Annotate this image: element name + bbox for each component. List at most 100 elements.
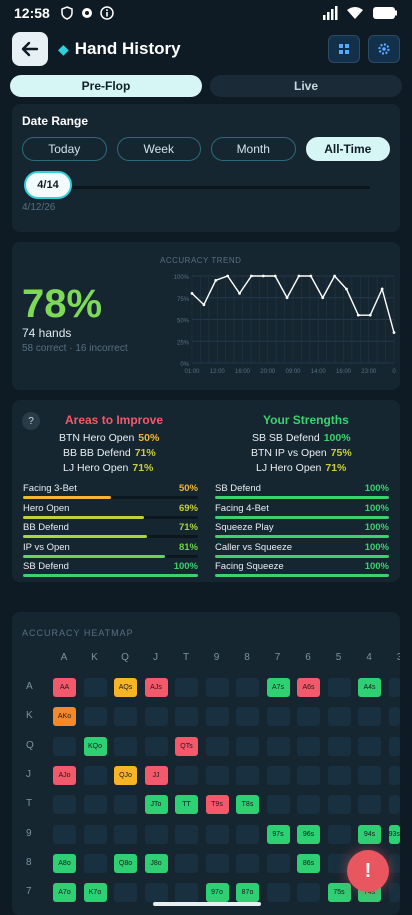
heatmap-cell-empty[interactable] [205, 765, 229, 785]
heatmap-cell-empty[interactable] [83, 707, 107, 727]
heatmap-cell-empty[interactable] [205, 824, 229, 844]
heatmap-cell-empty[interactable] [236, 678, 259, 697]
heatmap-cell-empty[interactable] [236, 707, 259, 727]
heatmap-cell-empty[interactable] [236, 765, 259, 785]
heatmap-cell-empty[interactable] [266, 707, 290, 727]
heatmap-cell-empty[interactable] [297, 707, 320, 727]
heatmap-cell-empty[interactable] [266, 883, 290, 903]
heatmap-cell-empty[interactable] [205, 736, 229, 756]
date-slider-thumb[interactable]: 4/14 [24, 171, 72, 199]
heatmap-cell-empty[interactable] [144, 736, 168, 756]
heatmap-cell[interactable]: JJ [144, 765, 168, 785]
heatmap-cell-empty[interactable] [297, 765, 320, 785]
heatmap-cell[interactable]: TT [175, 795, 198, 815]
heatmap-cell[interactable]: 97o [205, 883, 229, 903]
heatmap-cell-empty[interactable] [327, 678, 351, 697]
heatmap-cell[interactable]: KQo [83, 736, 107, 756]
heatmap-cell-empty[interactable] [297, 883, 320, 903]
heatmap-cell[interactable]: QTs [175, 736, 198, 756]
heatmap-cell-empty[interactable] [327, 853, 351, 873]
heatmap-cell-empty[interactable] [297, 736, 320, 756]
heatmap-cell-empty[interactable] [175, 824, 198, 844]
heatmap-cell[interactable]: T9s [205, 795, 229, 815]
heatmap-cell[interactable]: A7s [266, 678, 290, 697]
heatmap-cell-empty[interactable] [205, 707, 229, 727]
heatmap-cell-empty[interactable] [266, 765, 290, 785]
heatmap-cell-empty[interactable] [144, 883, 168, 903]
heatmap-cell-empty[interactable] [205, 853, 229, 873]
heatmap-cell[interactable]: 86s [297, 853, 320, 873]
heatmap-cell-empty[interactable] [83, 678, 107, 697]
heatmap-cell-empty[interactable] [236, 853, 259, 873]
back-button[interactable] [12, 32, 48, 66]
heatmap-cell-empty[interactable] [388, 736, 400, 756]
heatmap-cell-empty[interactable] [205, 678, 229, 697]
heatmap-cell-empty[interactable] [83, 765, 107, 785]
heatmap-cell-empty[interactable] [266, 853, 290, 873]
heatmap-cell-empty[interactable] [388, 883, 400, 903]
heatmap-cell-empty[interactable] [358, 765, 381, 785]
heatmap-cell-empty[interactable] [175, 707, 198, 727]
range-today-button[interactable]: Today [22, 137, 107, 161]
heatmap-cell-empty[interactable] [53, 795, 76, 815]
heatmap-cell[interactable]: K7o [83, 883, 107, 903]
heatmap-cell[interactable]: AKo [53, 707, 76, 727]
heatmap-cell[interactable]: 97s [266, 824, 290, 844]
heatmap-cell-empty[interactable] [327, 736, 351, 756]
heatmap-cell-empty[interactable] [327, 824, 351, 844]
range-week-button[interactable]: Week [116, 137, 201, 161]
heatmap-cell[interactable]: Q8o [114, 853, 137, 873]
heatmap-cell-empty[interactable] [114, 707, 137, 727]
heatmap-cell[interactable]: 87o [236, 883, 259, 903]
heatmap-cell-empty[interactable] [327, 707, 351, 727]
heatmap-cell-empty[interactable] [266, 736, 290, 756]
heatmap-cell-empty[interactable] [53, 736, 76, 756]
heatmap-cell-empty[interactable] [114, 795, 137, 815]
heatmap-cell-empty[interactable] [236, 824, 259, 844]
heatmap-cell-empty[interactable] [327, 795, 351, 815]
heatmap-cell-empty[interactable] [388, 765, 400, 785]
heatmap-cell-empty[interactable] [358, 795, 381, 815]
heatmap-cell[interactable]: 93s [388, 824, 400, 844]
home-indicator[interactable] [153, 902, 261, 906]
heatmap-cell-empty[interactable] [236, 736, 259, 756]
heatmap-cell[interactable]: QJo [114, 765, 137, 785]
heatmap-cell-empty[interactable] [358, 707, 381, 727]
heatmap-cell[interactable]: A6s [297, 678, 320, 697]
alert-fab-button[interactable]: ! [347, 850, 389, 892]
heatmap-cell-empty[interactable] [83, 853, 107, 873]
heatmap-cell-empty[interactable] [53, 824, 76, 844]
heatmap-cell-empty[interactable] [83, 824, 107, 844]
heatmap-cell-empty[interactable] [358, 736, 381, 756]
heatmap-cell[interactable]: A7o [53, 883, 76, 903]
heatmap-cell-empty[interactable] [175, 883, 198, 903]
heatmap-cell[interactable]: T8s [236, 795, 259, 815]
heatmap-cell-empty[interactable] [175, 765, 198, 785]
heatmap-cell[interactable]: 96s [297, 824, 320, 844]
heatmap-cell-empty[interactable] [297, 795, 320, 815]
heatmap-cell-empty[interactable] [114, 736, 137, 756]
tab-pre-flop[interactable]: Pre-Flop [10, 75, 202, 97]
heatmap-cell[interactable]: J8o [144, 853, 168, 873]
heatmap-cell-empty[interactable] [266, 795, 290, 815]
tab-live[interactable]: Live [210, 75, 402, 97]
heatmap-cell-empty[interactable] [175, 678, 198, 697]
grid-view-button[interactable] [328, 35, 360, 63]
range-all-time-button[interactable]: All-Time [305, 137, 390, 161]
heatmap-cell-empty[interactable] [83, 795, 107, 815]
heatmap-cell[interactable]: AJs [144, 678, 168, 697]
heatmap-cell-empty[interactable] [114, 883, 137, 903]
heatmap-cell-empty[interactable] [144, 824, 168, 844]
heatmap-cell[interactable]: JTo [144, 795, 168, 815]
heatmap-cell-empty[interactable] [388, 853, 400, 873]
heatmap-cell-empty[interactable] [144, 707, 168, 727]
heatmap-cell[interactable]: 94s [358, 824, 381, 844]
settings-button[interactable] [368, 35, 400, 63]
heatmap-cell-empty[interactable] [175, 853, 198, 873]
help-icon[interactable]: ? [22, 412, 40, 430]
heatmap-cell[interactable]: A8o [53, 853, 76, 873]
heatmap-cell[interactable]: AJo [53, 765, 76, 785]
date-slider-track[interactable] [42, 186, 370, 189]
heatmap-cell[interactable]: AA [53, 678, 76, 697]
heatmap-cell-empty[interactable] [388, 795, 400, 815]
